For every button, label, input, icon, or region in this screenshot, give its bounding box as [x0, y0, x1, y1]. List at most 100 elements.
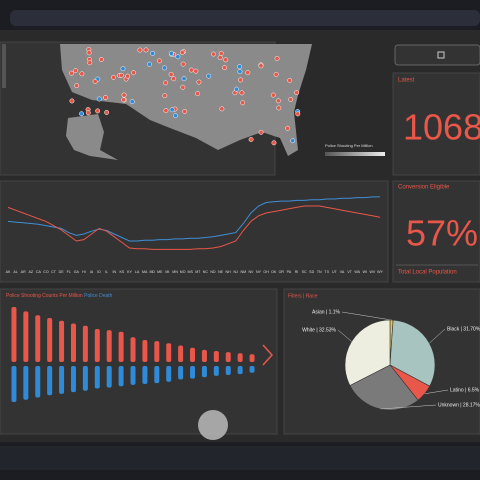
bar	[178, 366, 184, 380]
bar	[23, 311, 29, 362]
leader-line	[424, 389, 449, 395]
map-dot	[188, 67, 194, 73]
top-bar	[10, 10, 480, 26]
map-dot	[193, 68, 199, 74]
bar	[11, 366, 17, 402]
map-dot	[146, 61, 152, 67]
x-tick-label: SC	[302, 270, 307, 274]
map-dot	[179, 50, 185, 55]
x-tick-label: IL	[105, 270, 108, 274]
map-dot	[96, 96, 102, 102]
map-dot	[182, 108, 188, 114]
map-dot	[245, 70, 251, 76]
map-dot	[172, 113, 178, 119]
x-tick-label: RI	[295, 270, 299, 274]
bar-title-text: Police Shooting Counts Per Million	[6, 293, 83, 299]
map-dot	[217, 55, 223, 60]
map-dot	[270, 92, 276, 98]
map-dot	[85, 110, 91, 116]
map-dot	[157, 58, 162, 64]
home-button[interactable]	[198, 410, 228, 440]
leader-line	[429, 328, 446, 344]
x-tick-label: MS	[188, 270, 194, 274]
x-tick-label: AK	[6, 270, 11, 274]
bar	[130, 366, 136, 385]
x-tick-label: MT	[195, 270, 201, 274]
map-dot	[111, 74, 116, 80]
x-tick-label: OH	[263, 270, 269, 274]
map-dot	[129, 99, 135, 105]
pie-label: Asian | 1.1%	[312, 309, 341, 315]
map-dot	[121, 92, 127, 98]
x-tick-label: AL	[13, 270, 17, 274]
x-tick-label: GA	[74, 270, 80, 274]
bar	[130, 337, 136, 362]
eligible-footer: Total Local Population	[398, 270, 457, 276]
map-dot	[237, 69, 243, 75]
pie-label: Unknown | 28.17%	[438, 402, 480, 408]
bar	[249, 354, 255, 362]
bottom-bar	[0, 446, 480, 470]
map-dot	[163, 80, 169, 86]
alaska	[66, 114, 118, 160]
bar	[225, 352, 231, 362]
x-tick-label: NV	[248, 270, 254, 274]
map-dot	[234, 86, 239, 92]
map-dot	[274, 56, 280, 61]
map-dot	[211, 51, 216, 57]
map-dot	[103, 95, 108, 100]
bar	[11, 307, 17, 362]
pie-label: Latino | 6.5%	[450, 387, 480, 393]
map-dot	[239, 90, 245, 96]
bar	[118, 366, 124, 387]
map-dot	[95, 108, 101, 114]
bar	[59, 366, 65, 394]
map-dot	[175, 54, 181, 60]
eligible-value: 57%	[406, 213, 478, 254]
map-dot	[74, 83, 80, 89]
pie-label: Black | 31.70%	[447, 326, 480, 332]
map-dot	[294, 90, 300, 96]
bar	[213, 366, 219, 376]
x-tick-label: MD	[149, 270, 155, 274]
zoom-slider[interactable]	[2, 44, 6, 88]
next-arrow[interactable]	[262, 344, 274, 366]
bar	[142, 366, 148, 384]
bar	[94, 329, 100, 362]
x-tick-label: WA	[354, 270, 360, 274]
x-tick-label: NH	[226, 270, 232, 274]
pie-label: White | 32.53%	[302, 327, 336, 333]
x-tick-label: ME	[157, 270, 163, 274]
map-dot	[290, 138, 296, 144]
leader-line	[341, 311, 392, 321]
x-tick-label: WV	[370, 270, 376, 274]
map-dot	[258, 129, 264, 135]
x-tick-label: VA	[340, 270, 345, 274]
map-dot	[79, 111, 84, 117]
x-tick-label: CT	[51, 270, 57, 274]
map-dot	[273, 71, 279, 77]
x-tick-label: ID	[97, 270, 101, 274]
bar	[213, 351, 219, 362]
map-dot	[86, 50, 92, 56]
map-dot	[206, 73, 212, 79]
map-dot	[171, 76, 177, 82]
x-tick-label: ND	[210, 270, 216, 274]
x-tick-label: NY	[256, 270, 262, 274]
bar	[59, 320, 65, 362]
map-dot	[258, 63, 264, 69]
bar	[249, 366, 255, 373]
bar	[201, 366, 207, 378]
map-dot	[143, 47, 149, 53]
latest-panel	[392, 72, 480, 176]
pie-slice	[389, 319, 436, 387]
map-dot	[118, 72, 124, 78]
map-dot	[137, 47, 143, 53]
bar	[35, 315, 41, 362]
bar	[166, 366, 172, 382]
bar	[190, 347, 196, 362]
map-dot	[218, 50, 224, 56]
map-legend-scale	[325, 152, 385, 156]
map-dot	[288, 96, 294, 102]
x-tick-label: IA	[90, 270, 94, 274]
